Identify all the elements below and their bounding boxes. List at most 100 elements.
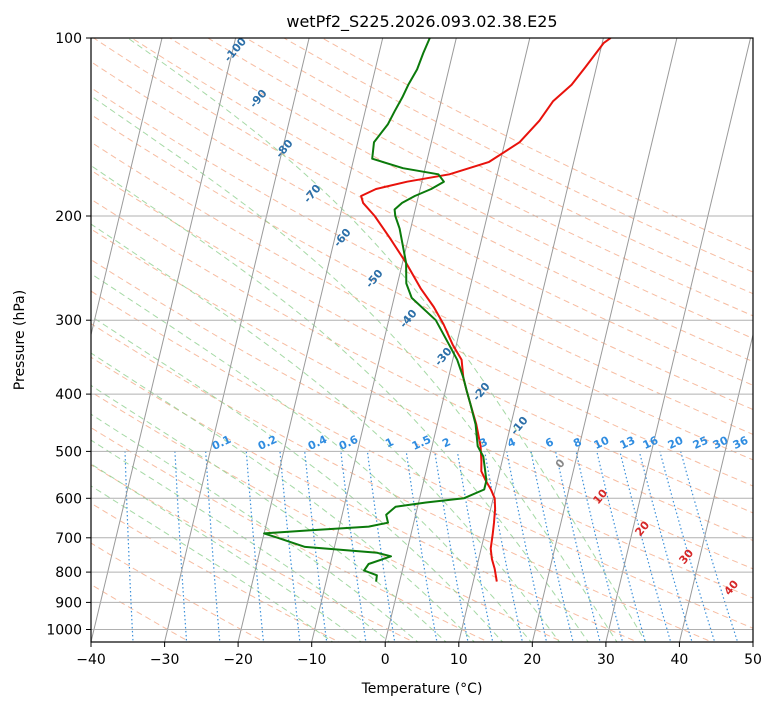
dry-adiabat-line — [206, 38, 753, 317]
mixing-ratio-line — [659, 451, 716, 642]
mixing-ratio-line — [506, 451, 548, 642]
mixing-ratio-label: 0.4 — [306, 433, 329, 453]
moist-adiabat-line — [91, 463, 362, 642]
moist-adiabat-line — [91, 413, 419, 642]
x-tick-label: −20 — [223, 652, 253, 668]
dry-adiabat-line — [168, 38, 753, 340]
mixing-ratio-line — [555, 451, 601, 642]
isotherm-line — [678, 332, 753, 642]
y-tick-label: 600 — [55, 491, 82, 507]
dewpoint-profile-line — [263, 38, 488, 582]
mixing-ratio-label: 2 — [440, 435, 452, 450]
mixing-ratio-label: 10 — [592, 434, 612, 452]
moist-adiabat-line — [91, 485, 334, 642]
mixing-ratio-line — [456, 451, 494, 642]
mixing-ratio-line — [530, 451, 574, 642]
mixing-ratio-line — [205, 451, 221, 642]
mixing-ratio-label: 1 — [383, 435, 395, 450]
y-tick-label: 900 — [55, 595, 82, 611]
moist-adiabat-label: 0 — [553, 456, 568, 470]
moist-adiabat-label: 40 — [721, 577, 741, 597]
mixing-ratio-line — [78, 451, 83, 644]
y-tick-label: 500 — [55, 444, 82, 460]
dry-adiabat-line — [91, 323, 714, 642]
mixing-ratio-line — [124, 451, 134, 642]
y-tick-label: 300 — [55, 313, 82, 329]
moist-adiabat-line — [91, 223, 561, 642]
x-tick-label: −40 — [76, 652, 106, 668]
dry-adiabat-line — [91, 290, 753, 629]
dry-adiabat-line — [91, 427, 490, 642]
x-axis: −40 −30 −20 −10 0 10 20 30 40 50 — [76, 642, 762, 668]
x-tick-label: 40 — [670, 652, 688, 668]
y-tick-label: 700 — [55, 531, 82, 547]
mixing-ratio-line — [174, 451, 188, 642]
dry-adiabat-label: -90 — [247, 87, 270, 111]
moist-adiabat-line — [91, 273, 532, 642]
mixing-ratio-line — [279, 451, 301, 642]
isotherm-line — [164, 38, 310, 642]
moist-adiabats — [91, 38, 647, 642]
mixing-ratio-line — [619, 451, 672, 642]
x-tick-label: −10 — [297, 652, 327, 668]
mixing-ratio-line — [340, 451, 367, 642]
mixing-ratio-label: 4 — [505, 435, 518, 450]
isotherm-line — [91, 38, 237, 642]
dry-adiabat-line — [244, 38, 753, 295]
x-tick-label: 30 — [597, 652, 615, 668]
moist-adiabat-label: 20 — [632, 518, 652, 538]
y-tick-label: 200 — [55, 209, 82, 225]
isopleth-labels: -100-90-80-70-60-50-40-30-20-100.1 0.2 0.4… — [210, 38, 751, 598]
mixing-ratio-line — [575, 451, 624, 642]
dry-adiabat-label: -80 — [273, 137, 296, 161]
moist-adiabat-line — [91, 95, 618, 642]
isotherm-line — [311, 38, 457, 642]
x-axis-title: Temperature (°C) — [361, 681, 483, 697]
y-axis: 1000 900 800 700 600 500 400 300 200 100 — [46, 31, 91, 639]
plot-area: -100-90-80-70-60-50-40-30-20-100.1 0.2 0.4… — [78, 38, 753, 644]
mixing-ratio-line — [434, 451, 469, 642]
moist-adiabat-line — [91, 315, 504, 642]
isotherm-line — [91, 38, 163, 337]
y-tick-label: 800 — [55, 565, 82, 581]
isotherms — [91, 38, 753, 642]
dry-adiabat-line — [91, 228, 753, 570]
moist-adiabat-label: 10 — [590, 486, 610, 506]
moist-adiabat-line — [91, 164, 589, 642]
isotherm-line — [752, 639, 753, 642]
y-axis-title: Pressure (hPa) — [12, 290, 28, 390]
mixing-ratio-label: 16 — [641, 434, 661, 452]
mixing-ratio-line — [680, 451, 739, 642]
dry-adiabat-label: -70 — [301, 182, 324, 206]
mixing-ratio-lines — [78, 451, 739, 644]
dry-adiabat-label: -50 — [363, 267, 386, 291]
dry-adiabat-label: -40 — [397, 307, 420, 331]
x-tick-label: 50 — [744, 652, 762, 668]
dry-adiabat-line — [91, 114, 753, 461]
mixing-ratio-label: 25 — [691, 434, 710, 452]
isotherm-line — [384, 38, 531, 642]
y-tick-label: 1000 — [46, 623, 82, 639]
x-tick-label: 0 — [381, 652, 390, 668]
dry-adiabat-line — [92, 38, 753, 386]
mixing-ratio-line — [245, 451, 265, 642]
mixing-ratio-line — [596, 451, 646, 642]
mixing-ratio-line — [638, 451, 693, 642]
dry-adiabat-line — [91, 169, 753, 514]
dry-adiabat-line — [91, 87, 753, 435]
isotherm-line — [531, 38, 678, 642]
dry-adiabat-label: -60 — [331, 226, 354, 250]
plot-frame — [90, 37, 754, 643]
mixing-ratio-line — [405, 451, 438, 642]
moist-adiabat-line — [91, 439, 391, 642]
dry-adiabat-line — [91, 502, 340, 642]
dry-adiabat-line — [91, 198, 753, 542]
dry-adiabat-line — [91, 259, 753, 599]
sounding-profiles — [263, 38, 612, 582]
dry-adiabat-label: -20 — [470, 380, 493, 404]
pressure-gridlines — [91, 38, 753, 630]
y-tick-label: 400 — [55, 387, 82, 403]
mixing-ratio-label: 30 — [711, 434, 731, 452]
chart-title: wetPf2_S225.2026.093.02.38.E25 — [286, 12, 557, 32]
